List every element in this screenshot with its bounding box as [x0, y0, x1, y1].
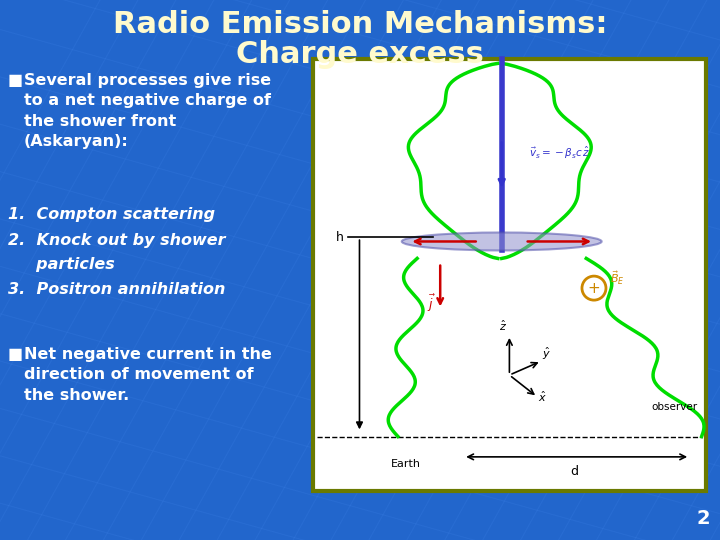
Text: ■: ■ [8, 73, 23, 88]
Text: $\hat{z}$: $\hat{z}$ [500, 319, 508, 333]
Text: Several processes give rise
to a net negative charge of
the shower front
(Askary: Several processes give rise to a net neg… [24, 73, 271, 149]
Text: 1.  Compton scattering: 1. Compton scattering [8, 207, 215, 222]
Text: 3.  Positron annihilation: 3. Positron annihilation [8, 282, 225, 297]
Text: Earth: Earth [391, 459, 420, 469]
Text: ■: ■ [8, 347, 23, 362]
Bar [313, 59, 706, 491]
Text: observer: observer [652, 402, 698, 412]
Text: $\hat{x}$: $\hat{x}$ [538, 390, 547, 404]
Text: +: + [588, 281, 600, 295]
Text: Charge excess: Charge excess [236, 40, 484, 69]
Text: 2.  Knock out by shower: 2. Knock out by shower [8, 233, 225, 248]
Text: particles: particles [8, 257, 114, 272]
Text: $\vec{B}_E$: $\vec{B}_E$ [610, 269, 624, 287]
Text: $\vec{j}$: $\vec{j}$ [427, 293, 436, 314]
Ellipse shape [402, 233, 602, 251]
Text: $\vec{v}_s = -\beta_s c\,\hat{z}$: $\vec{v}_s = -\beta_s c\,\hat{z}$ [528, 144, 590, 160]
Text: 2: 2 [696, 509, 710, 528]
Text: $\hat{y}$: $\hat{y}$ [542, 346, 551, 362]
Text: Net negative current in the
direction of movement of
the shower.: Net negative current in the direction of… [24, 347, 272, 403]
Text: h: h [336, 231, 344, 244]
Text: d: d [571, 465, 579, 478]
Text: Radio Emission Mechanisms:: Radio Emission Mechanisms: [113, 10, 607, 39]
